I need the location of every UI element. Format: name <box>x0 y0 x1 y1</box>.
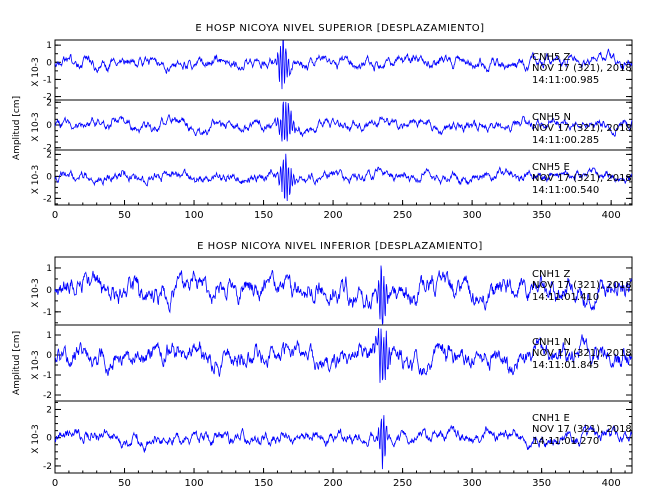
x-tick-label: 400 <box>602 210 621 221</box>
time-label: 14:11:00.285 <box>532 135 599 146</box>
waveform-line <box>54 327 633 383</box>
y-axis-title: Amplitud [cm] <box>12 331 22 395</box>
panel-frame <box>54 400 633 474</box>
channel-label: CNH5 N <box>532 112 571 123</box>
y-tick-label: 1 <box>46 331 52 341</box>
y-tick-label: 0 <box>46 58 52 68</box>
time-label: 14:11:00.540 <box>532 185 599 196</box>
x-tick-label: 400 <box>602 478 621 489</box>
date-label: NOV 17 (321), 2018 <box>532 280 632 291</box>
chart-title: E HOSP NICOYA NIVEL SUPERIOR [DESPLAZAMI… <box>195 23 484 34</box>
x-tick-label: 300 <box>463 478 482 489</box>
waveform-line <box>54 415 632 470</box>
y-tick-label: -1 <box>43 75 52 85</box>
date-label: NOV 17 (321), 2018 <box>532 348 632 359</box>
y-tick-label: 0 <box>46 351 52 361</box>
y-tick-label: 2 <box>46 405 52 415</box>
chart-upper: E HOSP NICOYA NIVEL SUPERIOR [DESPLAZAMI… <box>12 23 633 221</box>
x-axis-lower: 0 50 100 150 200 250 300 350 400 <box>52 468 626 489</box>
date-label: NOV 17 (321), 2018 <box>532 173 632 184</box>
x-tick-label: 100 <box>184 478 203 489</box>
y-axis-label: Amplitud [cm] <box>12 96 22 160</box>
chart-title: E HOSP NICOYA NIVEL INFERIOR [DESPLAZAMI… <box>197 241 483 252</box>
x-tick-label: 50 <box>118 478 131 489</box>
channel-label: CNH1 E <box>532 413 570 424</box>
waveform-line <box>54 265 633 326</box>
time-label: 14:11:01.410 <box>532 292 599 303</box>
y-tick-label: 1 <box>46 41 52 51</box>
x-tick-label: 250 <box>393 210 412 221</box>
date-label: NOV 17 (321), 2018 <box>532 424 632 435</box>
x-tick-label: 150 <box>254 210 273 221</box>
time-label: 14:11:00.985 <box>532 75 599 86</box>
y-tick-label: 2 <box>46 98 52 108</box>
y-tick-label: -2 <box>43 391 52 401</box>
chart-lower: E HOSP NICOYA NIVEL INFERIOR [DESPLAZAMI… <box>12 241 633 489</box>
y-tick-label: 0 <box>46 286 52 296</box>
x-axis-upper: 0 50 100 150 200 250 300 350 400 <box>52 200 626 221</box>
channel-label: CNH1 N <box>532 337 571 348</box>
time-label: 14:11:01.270 <box>532 436 599 447</box>
y-tick-label: -2 <box>43 462 52 472</box>
y-tick-label: -1 <box>43 308 52 318</box>
x-tick-label: 200 <box>324 210 343 221</box>
x-tick-label: 250 <box>393 478 412 489</box>
date-label: NOV 17 (321), 2018 <box>532 123 632 134</box>
waveform-line <box>54 153 633 202</box>
y-tick-label: -1 <box>43 371 52 381</box>
y-tick-label: 1 <box>46 264 52 274</box>
channel-label: CNH5 E <box>532 162 570 173</box>
y-scale-label: X 10-3 <box>31 278 41 307</box>
x-tick-label: 350 <box>532 478 551 489</box>
y-tick-label: 2 <box>46 150 52 160</box>
y-tick-label: 0 <box>46 121 52 131</box>
x-tick-label: 150 <box>254 478 273 489</box>
time-label: 14:11:01.845 <box>532 360 599 371</box>
x-tick-label: 50 <box>118 210 131 221</box>
y-tick-label: 0 <box>46 434 52 444</box>
x-tick-label: 0 <box>52 478 58 489</box>
y-scale-label: X 10-3 <box>31 350 41 379</box>
y-scale-label: X 10-3 <box>31 424 41 453</box>
panel-frame <box>54 149 633 206</box>
waveform-line <box>54 101 633 142</box>
y-scale-label: X 10-3 <box>31 165 41 194</box>
y-scale-label: X 10-3 <box>31 57 41 86</box>
x-tick-label: 0 <box>52 210 58 221</box>
y-axis-title: Amplitud [cm] <box>12 96 22 160</box>
x-tick-label: 300 <box>463 210 482 221</box>
channel-label: CNH1 Z <box>532 269 571 280</box>
channel-label: CNH5 Z <box>532 52 571 63</box>
y-tick-label: 0 <box>46 172 52 182</box>
y-tick-label: -2 <box>43 93 52 103</box>
y-tick-label: -2 <box>43 194 52 204</box>
x-tick-label: 200 <box>324 478 343 489</box>
x-tick-label: 350 <box>532 210 551 221</box>
y-tick-label: -2 <box>43 144 52 154</box>
waveform-line <box>54 40 633 90</box>
y-axis-label: Amplitud [cm] <box>12 331 22 395</box>
date-label: NOV 17 (321), 2018 <box>532 63 632 74</box>
y-scale-label: X 10-3 <box>31 112 41 141</box>
x-tick-label: 100 <box>184 210 203 221</box>
